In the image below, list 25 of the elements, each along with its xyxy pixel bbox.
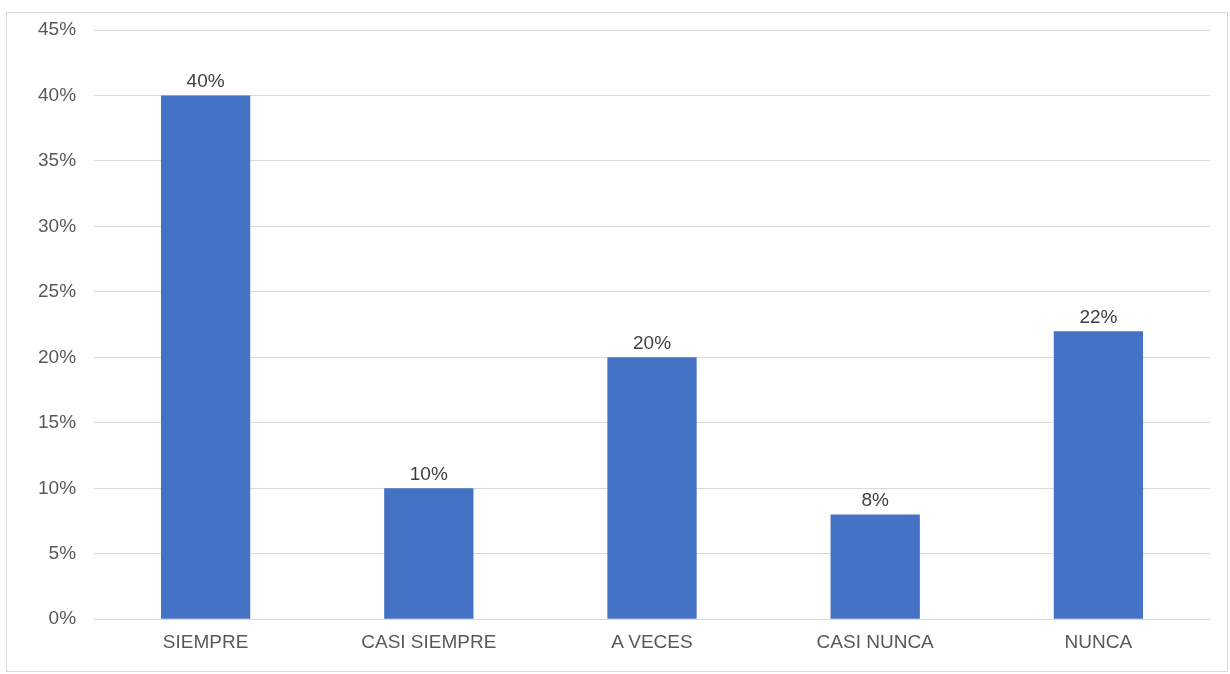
data-label: 22% [1079, 305, 1118, 327]
y-tick-label: 35% [38, 149, 77, 171]
y-tick-label: 0% [48, 607, 77, 629]
bar [607, 357, 697, 619]
x-tick-label: A VECES [611, 630, 693, 652]
y-tick-label: 15% [38, 411, 77, 433]
bar [384, 488, 474, 619]
bar [830, 514, 920, 619]
x-tick-label: NUNCA [1064, 630, 1133, 652]
bar [160, 95, 251, 619]
y-tick-label: 25% [38, 280, 77, 302]
data-label: 8% [861, 489, 890, 511]
x-tick-label: SIEMPRE [162, 630, 249, 652]
y-tick-label: 5% [48, 541, 77, 563]
y-tick-label: 10% [38, 476, 77, 498]
data-label: 10% [409, 463, 448, 484]
data-label: 40% [186, 70, 225, 92]
x-tick-label: CASI SIEMPRE [361, 630, 497, 652]
y-tick-label: 20% [38, 345, 77, 367]
y-tick-label: 45% [38, 18, 77, 40]
y-tick-label: 30% [38, 214, 77, 236]
data-label: 20% [633, 332, 672, 354]
y-tick-label: 40% [38, 83, 77, 105]
x-tick-label: CASI NUNCA [816, 630, 935, 652]
bar [1053, 331, 1144, 619]
